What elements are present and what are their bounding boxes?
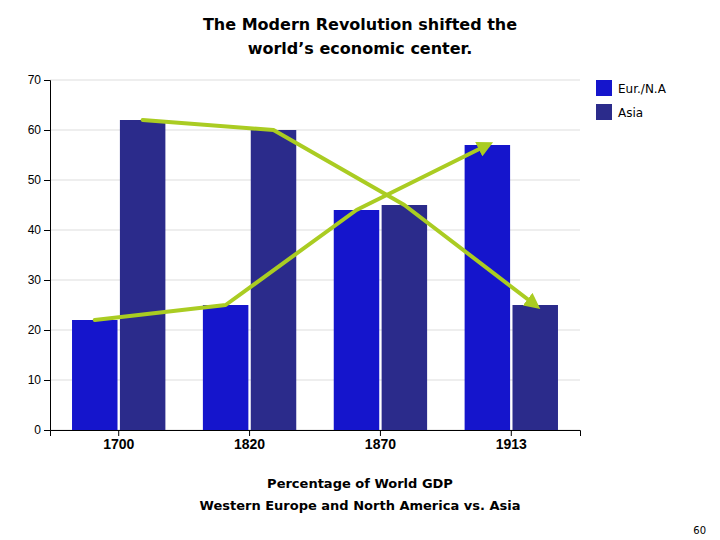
y-tick-label: 60 xyxy=(28,123,42,137)
grid xyxy=(50,80,580,430)
bar xyxy=(334,210,379,430)
y-tick: 40 xyxy=(28,223,50,237)
y-axis: 0 10 20 30 40 50 60 70 xyxy=(28,73,51,437)
x-tick-label: 1820 xyxy=(234,436,265,452)
x-tick: 1913 xyxy=(496,430,527,452)
x-tick-label: 1913 xyxy=(496,436,527,452)
y-tick-label: 20 xyxy=(28,323,42,337)
y-tick-mark xyxy=(44,430,50,431)
bar xyxy=(203,305,248,430)
y-tick-mark xyxy=(44,180,50,181)
x-axis: 1700 1820 1870 1913 xyxy=(51,430,581,452)
y-tick: 30 xyxy=(28,273,50,287)
y-tick: 20 xyxy=(28,323,50,337)
y-tick-mark xyxy=(44,380,50,381)
x-tick: 1700 xyxy=(103,430,134,452)
legend-item: Eur./N.A xyxy=(596,80,667,96)
bar xyxy=(465,145,510,430)
x-tick: 1820 xyxy=(234,430,265,452)
legend-label: Asia xyxy=(618,106,643,120)
y-tick-label: 40 xyxy=(28,223,42,237)
bar xyxy=(120,120,165,430)
title-line: world’s economic center. xyxy=(248,39,473,58)
y-tick: 0 xyxy=(34,423,50,437)
title: The Modern Revolution shifted the world’s… xyxy=(203,15,517,58)
y-tick: 70 xyxy=(28,73,50,87)
legend: Eur./N.A Asia xyxy=(596,80,667,120)
legend-swatch xyxy=(596,104,612,120)
y-tick: 10 xyxy=(28,373,50,387)
legend-swatch xyxy=(596,80,612,96)
x-label: Percentage of World GDP Western Europe an… xyxy=(200,476,521,513)
x-tick-label: 1870 xyxy=(365,436,396,452)
legend-label: Eur./N.A xyxy=(618,82,667,96)
y-tick-mark xyxy=(44,230,50,231)
trend-line xyxy=(95,145,488,320)
y-tick: 60 xyxy=(28,123,50,137)
y-tick-mark xyxy=(44,80,50,81)
x-label-line: Percentage of World GDP xyxy=(267,476,453,491)
x-tick-label: 1700 xyxy=(103,436,134,452)
y-tick-label: 10 xyxy=(28,373,42,387)
x-label-line: Western Europe and North America vs. Asi… xyxy=(200,498,521,513)
marks xyxy=(72,120,558,430)
y-tick-label: 30 xyxy=(28,273,42,287)
y-axis-line xyxy=(44,81,51,431)
bar xyxy=(512,305,557,430)
plot-area: 0 10 20 30 40 50 60 70 1700 1820 1870 1913 xyxy=(28,73,581,452)
page-number: 60 xyxy=(693,525,706,536)
chart-svg: 0 10 20 30 40 50 60 70 1700 1820 1870 1913 Eur./N.A A… xyxy=(0,0,720,540)
y-tick-mark xyxy=(44,280,50,281)
trend-line xyxy=(143,120,536,305)
bar xyxy=(382,205,427,430)
y-tick-mark xyxy=(44,130,50,131)
bar xyxy=(72,320,117,430)
grid-line xyxy=(50,80,580,81)
bar-series xyxy=(120,120,558,430)
chart-container: 0 10 20 30 40 50 60 70 1700 1820 1870 1913 Eur./N.A A… xyxy=(0,0,720,540)
title-line: The Modern Revolution shifted the xyxy=(203,15,517,34)
y-tick-label: 0 xyxy=(34,423,41,437)
y-tick-mark xyxy=(44,330,50,331)
y-tick-label: 50 xyxy=(28,173,42,187)
y-tick-label: 70 xyxy=(28,73,42,87)
y-tick: 50 xyxy=(28,173,50,187)
x-tick: 1870 xyxy=(365,430,396,452)
legend-item: Asia xyxy=(596,104,643,120)
